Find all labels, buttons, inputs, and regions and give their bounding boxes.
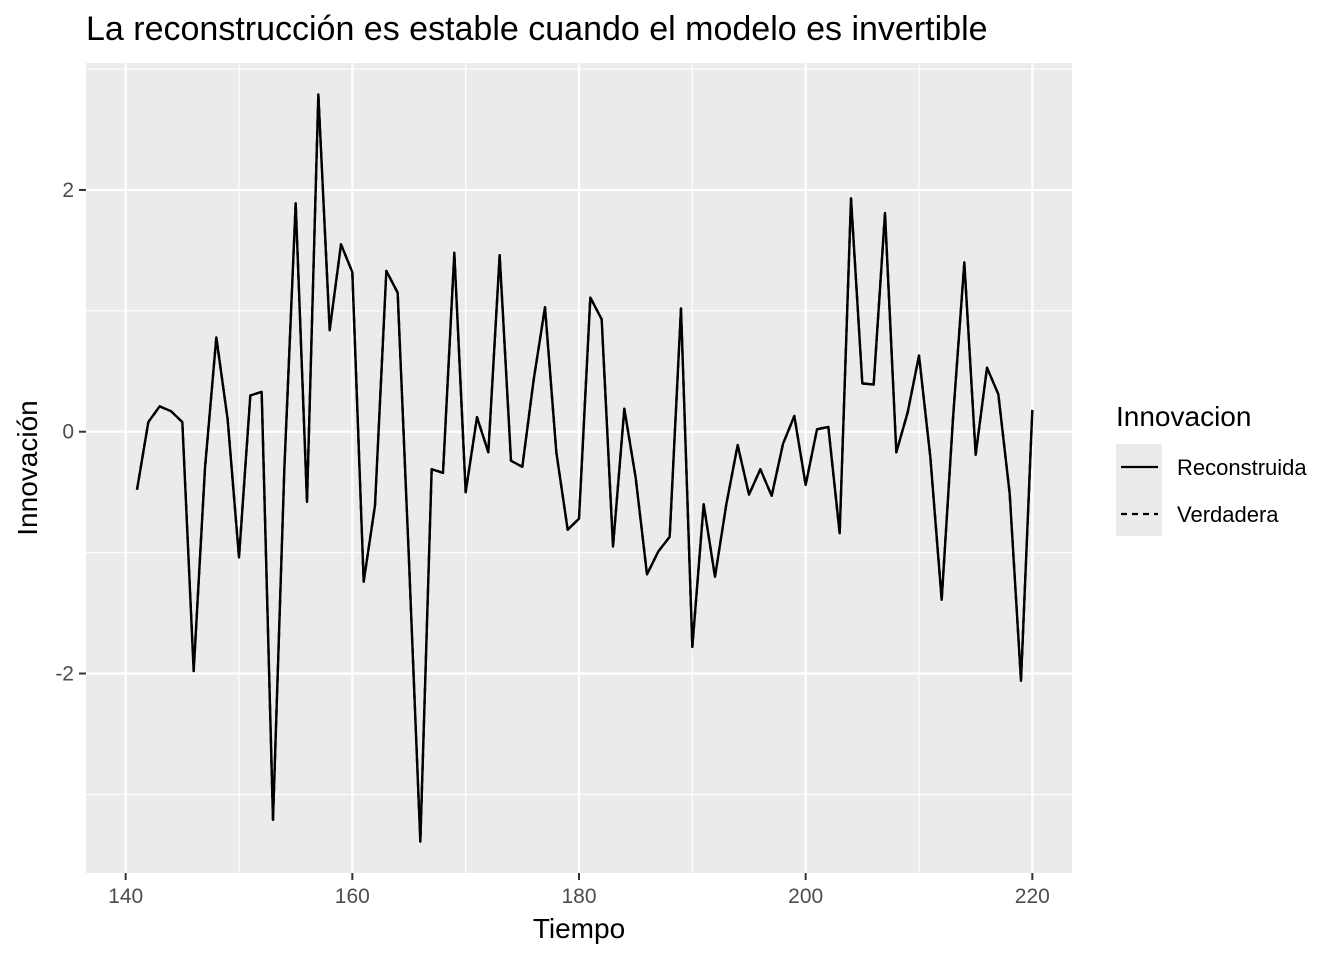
x-tick-label: 180 (561, 885, 596, 908)
x-axis-title: Tiempo (533, 913, 625, 944)
x-tick-label: 200 (788, 885, 823, 908)
y-axis-title: Innovación (12, 400, 43, 535)
y-axis: -2 0 2 (55, 179, 86, 686)
y-tick-label: 0 (62, 421, 74, 444)
legend-title: Innovacion (1116, 401, 1251, 432)
x-tick-label: 160 (335, 885, 370, 908)
y-tick-label: 2 (62, 179, 74, 202)
legend-label-reconstruida: Reconstruida (1177, 455, 1307, 480)
x-axis: 140 160 180 200 220 (108, 873, 1050, 908)
y-tick-label: -2 (55, 663, 74, 686)
series-line-reconstruida (135, 93, 1034, 843)
chart-title: La reconstrucción es estable cuando el m… (86, 10, 988, 48)
legend-label-verdadera: Verdadera (1177, 502, 1279, 527)
x-tick-label: 220 (1015, 885, 1050, 908)
series-layer (135, 93, 1034, 843)
legend: Innovacion Reconstruida Verdadera (1116, 401, 1307, 536)
x-tick-label: 140 (108, 885, 143, 908)
grid-major (86, 63, 1072, 873)
